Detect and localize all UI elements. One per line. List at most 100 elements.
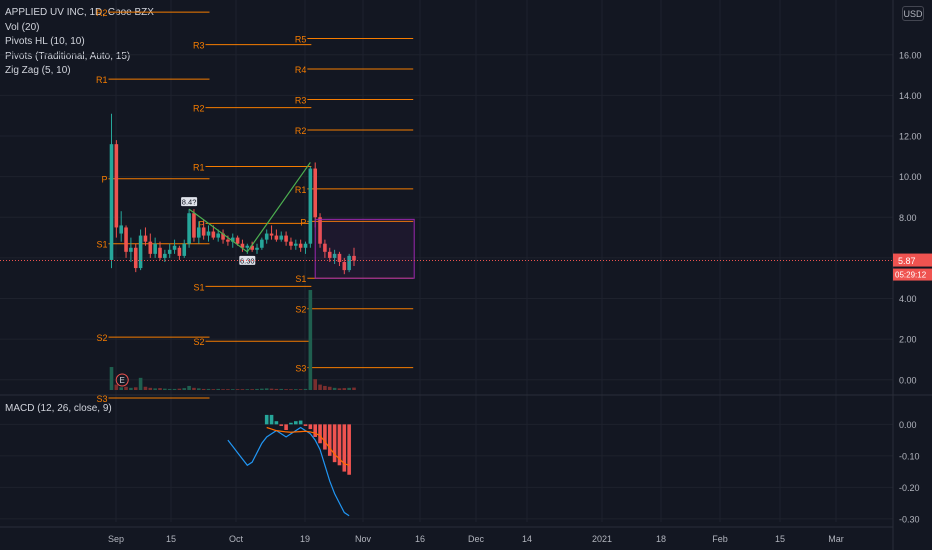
pivot-label: P xyxy=(300,217,306,227)
candle-body xyxy=(318,217,322,244)
candle-body xyxy=(158,247,162,258)
volume-bar xyxy=(303,388,308,390)
legend-zigzag[interactable]: Zig Zag (5, 10) xyxy=(5,65,71,76)
y-tick-label: 16.00 xyxy=(899,50,922,60)
volume-bar xyxy=(197,388,201,390)
candle-body xyxy=(192,213,196,238)
pivot-hl-box xyxy=(239,255,256,265)
candle-body xyxy=(289,241,293,246)
candle-body xyxy=(114,144,119,228)
candle-body xyxy=(226,239,230,242)
volume-bar xyxy=(323,385,327,390)
volume-bar xyxy=(221,389,225,390)
volume-bar xyxy=(153,388,157,390)
volume-bar xyxy=(177,388,182,390)
macd-histogram-bar xyxy=(308,424,313,430)
volume-bar xyxy=(138,377,143,390)
x-tick-label: 2021 xyxy=(592,534,612,544)
macd-histogram-bar xyxy=(269,414,274,425)
candle-body xyxy=(303,243,308,248)
macd-histogram-bar xyxy=(347,424,351,475)
volume-bar xyxy=(163,388,167,390)
pivot-label: S1 xyxy=(193,282,204,292)
candle-body xyxy=(332,253,337,258)
candle-body xyxy=(221,233,225,240)
legend-pivots-trad[interactable]: Pivots (Traditional, Auto, 15) xyxy=(5,50,131,62)
pivot-label: S1 xyxy=(295,274,306,284)
countdown-tag-value: 05:29:12 xyxy=(895,271,927,280)
macd-y-tick-label: -0.30 xyxy=(899,514,920,524)
candle-body xyxy=(323,243,327,252)
volume-bar xyxy=(308,290,313,390)
legend-vol[interactable]: Vol (20) xyxy=(5,21,40,33)
volume-bar xyxy=(250,389,254,390)
volume-bar xyxy=(119,387,123,390)
volume-bar xyxy=(230,389,235,390)
volume-bar xyxy=(216,388,220,390)
macd-histogram-bar xyxy=(318,424,322,444)
volume-bar xyxy=(129,387,133,390)
macd-histogram-bar xyxy=(303,424,308,426)
pivot-label: S3 xyxy=(295,364,306,374)
pivot-label: S2 xyxy=(96,333,107,343)
candle-body xyxy=(206,231,211,236)
candle-body xyxy=(177,247,182,256)
candle-body xyxy=(327,251,332,258)
candle-body xyxy=(313,168,317,218)
candle-body xyxy=(124,227,128,252)
pivot-label: S1 xyxy=(96,240,107,250)
candle-body xyxy=(129,247,133,252)
macd-y-tick-label: 0.00 xyxy=(899,420,917,430)
volume-bar xyxy=(342,388,347,390)
candle-body xyxy=(230,237,235,242)
pivot-label: R1 xyxy=(193,163,205,173)
candle-body xyxy=(264,233,269,240)
y-tick-label: 12.00 xyxy=(899,132,922,142)
pivot-label: R1 xyxy=(96,75,108,85)
candle-body xyxy=(352,255,356,261)
x-tick-label: 19 xyxy=(300,534,310,544)
x-tick-label: 15 xyxy=(775,534,785,544)
volume-bar xyxy=(124,386,128,390)
volume-bar xyxy=(133,387,138,390)
legend-pivots-hl[interactable]: Pivots HL (10, 10) xyxy=(5,36,85,47)
volume-bar xyxy=(148,387,153,390)
macd-pane xyxy=(227,414,351,517)
volume-bar xyxy=(264,388,269,390)
macd-line xyxy=(227,426,350,517)
volume-bar xyxy=(284,389,288,390)
volume-bar xyxy=(114,384,119,390)
macd-histogram-bar xyxy=(313,424,317,437)
x-tick-label: 16 xyxy=(415,534,425,544)
macd-y-tick-label: -0.20 xyxy=(899,483,920,493)
volume-bar xyxy=(255,388,259,390)
x-tick-label: Dec xyxy=(468,534,485,544)
volume-bar xyxy=(260,388,264,390)
macd-y-tick-label: -0.10 xyxy=(899,451,920,461)
pivot-levels: R2 R1 P S1 S2 S3 R3 R2 R1 P S1 S2 R5 R4 R3 R2 R1 P S1 S2 S3 xyxy=(96,8,414,404)
macd-histogram-bar xyxy=(323,424,327,450)
chart-legend: APPLIED UV INC, 1D, Cboe BZX Vol (20) Pi… xyxy=(5,6,154,79)
volume-bar xyxy=(211,389,216,390)
volume-bar xyxy=(187,385,191,390)
pivot-hl-box xyxy=(181,197,198,207)
candle-body xyxy=(167,249,172,254)
legend-symbol: APPLIED UV INC, 1D, Cboe BZX xyxy=(5,7,154,18)
candle-body xyxy=(342,261,347,271)
candle-body xyxy=(133,247,138,269)
pivot-label: R3 xyxy=(193,41,205,51)
macd-histogram-bar xyxy=(327,424,332,456)
candle-body xyxy=(172,245,177,250)
candle-body xyxy=(250,245,254,250)
macd-title[interactable]: MACD (12, 26, close, 9) xyxy=(5,403,112,414)
currency-badge[interactable]: USD xyxy=(902,6,924,21)
candle-body xyxy=(255,247,259,250)
x-tick-label: Nov xyxy=(355,534,372,544)
pivot-label: R2 xyxy=(193,104,205,114)
y-tick-label: 4.00 xyxy=(899,294,917,304)
candles xyxy=(109,113,356,275)
x-tick-label: 14 xyxy=(522,534,532,544)
candle-body xyxy=(279,235,284,240)
